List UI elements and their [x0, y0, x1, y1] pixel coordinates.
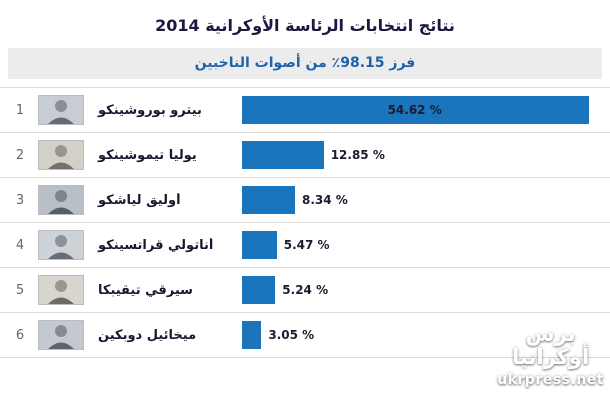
rank-label: 4 [15, 237, 25, 253]
table-row: 2 يوليا تيموشينكو 12.85 % [0, 133, 610, 178]
percent-label: 8.34 % [302, 193, 348, 207]
table-row: 3 أوليق لياشكو 8.34 % [0, 178, 610, 223]
candidate-photo [38, 230, 84, 260]
bar-track: 5.24 % [242, 276, 598, 304]
candidate-name: بيترو بوروشينكو [98, 102, 202, 118]
percent-label: 12.85 % [330, 148, 385, 162]
bar-track: 5.47 % [242, 231, 598, 259]
candidate-name: أوليق لياشكو [98, 192, 181, 208]
rank-label: 1 [15, 102, 25, 118]
candidate-name: ميخائيل دوبكين [98, 327, 197, 343]
page-title: نتائج انتخابات الرئاسة الأوكرانية 2014 [155, 16, 455, 35]
subtitle-banner: فرز 98.15٪ من أصوات الناخبين [8, 48, 602, 79]
table-row: 6 ميخائيل دوبكين 3.05 % [0, 313, 610, 358]
rank-label: 3 [15, 192, 25, 208]
table-row: 1 بيترو بوروشينكو 54.62 % [0, 88, 610, 133]
bar-track: 12.85 % [242, 141, 598, 169]
bar [242, 276, 276, 304]
percent-label: 3.05 % [268, 328, 315, 342]
bar [242, 231, 277, 259]
candidate-name: أناتولي قراتسينكو [98, 237, 214, 253]
rank-label: 5 [15, 282, 25, 298]
candidate-photo [38, 140, 84, 170]
rank-label: 2 [15, 147, 25, 163]
candidate-photo [38, 275, 84, 305]
bar [242, 96, 590, 124]
bar-track: 8.34 % [242, 186, 598, 214]
bar [242, 141, 324, 169]
candidate-name: سيرقي تيقيبكا [98, 282, 193, 298]
percent-label: 5.24 % [282, 283, 329, 297]
bar-chart: 1 بيترو بوروشينكو 54.62 % 2 يوليا تيموشي… [0, 87, 610, 358]
rank-label: 6 [15, 327, 25, 343]
subtitle-text: فرز 98.15٪ من أصوات الناخبين [194, 55, 416, 71]
candidate-photo [38, 320, 84, 350]
candidate-photo [38, 185, 84, 215]
table-row: 4 أناتولي قراتسينكو 5.47 % [0, 223, 610, 268]
table-row: 5 سيرقي تيقيبكا 5.24 % [0, 268, 610, 313]
candidate-photo [38, 95, 84, 125]
watermark-site-url: ukrpress.net [497, 372, 604, 388]
percent-label: 5.47 % [283, 238, 330, 252]
bar [242, 186, 296, 214]
bar-track: 54.62 % [242, 96, 598, 124]
candidate-name: يوليا تيموشينكو [98, 147, 197, 163]
bar-track: 3.05 % [242, 321, 598, 349]
bar [242, 321, 262, 349]
percent-label: 54.62 % [387, 103, 442, 117]
